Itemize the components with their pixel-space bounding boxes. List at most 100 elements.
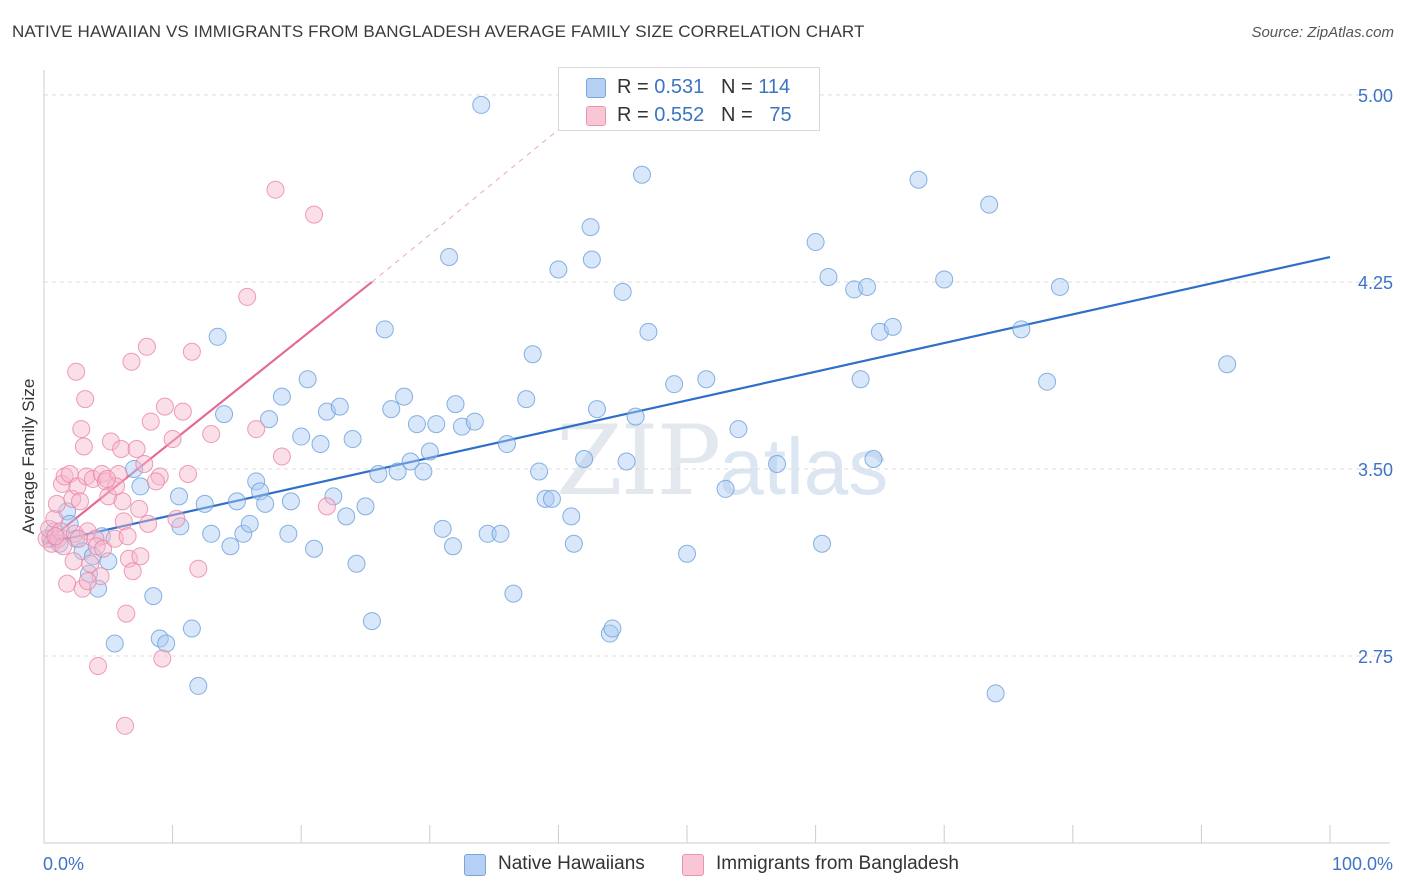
legend-r-value: 0.552 <box>654 104 705 126</box>
data-point <box>395 387 414 406</box>
data-point <box>626 407 645 426</box>
data-point <box>247 420 266 439</box>
data-point <box>135 454 154 473</box>
data-point <box>107 477 126 496</box>
data-point <box>141 412 160 431</box>
data-point <box>55 467 74 486</box>
data-point <box>564 534 583 553</box>
data-point <box>47 494 66 513</box>
data-point <box>980 195 999 214</box>
data-point <box>208 327 227 346</box>
x-tick-label: 100.0% <box>1332 854 1393 874</box>
data-points <box>37 95 1237 735</box>
axes <box>43 70 1390 844</box>
data-point <box>716 479 735 498</box>
data-point <box>433 519 452 538</box>
legend-label: Native Hawaiians <box>498 853 645 874</box>
chart-title: NATIVE HAWAIIAN VS IMMIGRANTS FROM BANGL… <box>12 22 865 41</box>
legend-n-label: N = <box>720 104 759 126</box>
data-point <box>420 442 439 461</box>
data-point <box>729 420 748 439</box>
data-point <box>99 487 118 506</box>
data-point <box>935 270 954 289</box>
axis-labels: 5.00 4.25 3.50 2.75 0.0% 100.0% Average Family… <box>19 86 1393 874</box>
data-point <box>530 462 549 481</box>
legend-text: R = 0.531 N = 114 <box>617 76 790 99</box>
data-point <box>127 440 146 459</box>
data-point <box>189 559 208 578</box>
legend-r-label: R = <box>617 76 655 98</box>
source-credit: Source: ZipAtlas.com <box>1251 24 1394 41</box>
data-point <box>72 420 91 439</box>
legend-swatch-pink <box>586 106 606 126</box>
legend-text: R = 0.552 N = 75 <box>617 104 792 127</box>
series-0 <box>41 95 1237 703</box>
data-point <box>582 250 601 269</box>
data-point <box>195 494 214 513</box>
data-point <box>305 205 324 224</box>
legend-swatch-pink <box>682 854 704 876</box>
y-axis-label: Average Family Size <box>19 379 38 535</box>
data-point <box>167 509 186 528</box>
data-point <box>105 634 124 653</box>
data-point <box>883 317 902 336</box>
y-tick-label: 3.50 <box>1358 460 1393 480</box>
legend-n-value: 114 <box>758 76 791 98</box>
data-point <box>305 539 324 558</box>
data-point <box>851 370 870 389</box>
data-point <box>986 684 1005 703</box>
data-point <box>131 547 150 566</box>
data-point <box>101 432 120 451</box>
y-tick-label: 4.25 <box>1358 273 1393 293</box>
data-point <box>116 716 135 735</box>
data-point <box>202 425 221 444</box>
data-point <box>337 507 356 526</box>
data-point <box>46 527 65 546</box>
data-point <box>137 337 156 356</box>
data-point <box>587 400 606 419</box>
data-point <box>523 345 542 364</box>
data-point <box>581 218 600 237</box>
data-point <box>64 552 83 571</box>
data-point <box>272 447 291 466</box>
data-point <box>74 437 93 456</box>
watermark: ZIPatlas <box>556 405 888 517</box>
data-point <box>414 462 433 481</box>
data-point <box>78 572 97 591</box>
data-point <box>388 462 407 481</box>
data-point <box>69 529 88 548</box>
data-point <box>697 370 716 389</box>
legend-n-label: N = <box>720 76 759 98</box>
data-point <box>401 452 420 471</box>
x-tick-label: 0.0% <box>43 854 84 874</box>
data-point <box>517 390 536 409</box>
legend-swatch-blue <box>586 78 606 98</box>
data-point <box>427 415 446 434</box>
data-point <box>1012 320 1031 339</box>
data-point <box>613 282 632 301</box>
legend-row-native-hawaiians: R = 0.531 N = 114 <box>559 73 819 101</box>
data-point <box>407 415 426 434</box>
data-point <box>575 449 594 468</box>
data-point <box>909 170 928 189</box>
data-point <box>632 165 651 184</box>
data-point <box>639 322 658 341</box>
data-point <box>472 95 491 114</box>
data-point <box>279 524 298 543</box>
data-point <box>343 430 362 449</box>
data-point <box>330 397 349 416</box>
data-point <box>98 469 117 488</box>
data-point <box>298 370 317 389</box>
data-point <box>1038 372 1057 391</box>
data-point <box>81 554 100 573</box>
data-point <box>163 430 182 449</box>
data-point <box>189 676 208 695</box>
data-point <box>94 539 113 558</box>
data-point <box>281 492 300 511</box>
data-point <box>562 507 581 526</box>
data-point <box>292 427 311 446</box>
data-point <box>440 248 459 267</box>
data-point <box>819 267 838 286</box>
data-point <box>311 435 330 454</box>
data-point <box>215 405 234 424</box>
